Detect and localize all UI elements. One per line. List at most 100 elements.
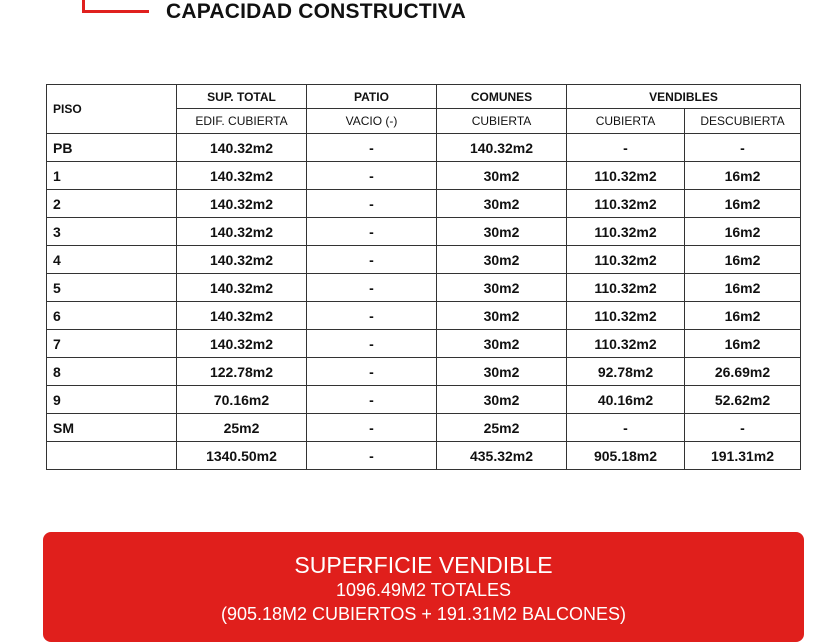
table-row: PB 140.32m2-140.32m2- - xyxy=(46,133,801,162)
value-cell: 30m2 xyxy=(436,161,567,190)
value-cell: 30m2 xyxy=(436,273,567,302)
floor-cell: 4 xyxy=(46,245,177,274)
header-piso: PISO xyxy=(46,84,177,134)
value-cell: - xyxy=(566,133,685,162)
value-cell: 140.32m2 xyxy=(176,329,307,358)
value-cell: 16m2 xyxy=(684,189,801,218)
value-cell: - xyxy=(306,301,437,330)
value-cell: 52.62m2 xyxy=(684,385,801,414)
value-cell: 110.32m2 xyxy=(566,273,685,302)
floor-cell: 8 xyxy=(46,357,177,386)
summary-heading: SUPERFICIE VENDIBLE xyxy=(294,552,553,578)
floor-cell: 3 xyxy=(46,217,177,246)
value-cell: 30m2 xyxy=(436,385,567,414)
value-cell: 25m2 xyxy=(436,413,567,442)
value-cell: 16m2 xyxy=(684,245,801,274)
summary-total: 1096.49M2 TOTALES xyxy=(335,580,512,600)
value-cell: - xyxy=(306,413,437,442)
summary-box: SUPERFICIE VENDIBLE 1096.49M2 TOTALES (9… xyxy=(43,532,804,642)
value-cell: 140.32m2 xyxy=(176,133,307,162)
value-cell: 16m2 xyxy=(684,329,801,358)
page-title: CAPACIDAD CONSTRUCTIVA xyxy=(166,0,466,23)
corner-decoration xyxy=(82,0,149,13)
value-cell: - xyxy=(306,217,437,246)
value-cell: 30m2 xyxy=(436,357,567,386)
table-row: 1340.50m2-435.32m2 905.18m2 191.31m2 xyxy=(46,441,801,470)
value-cell: - xyxy=(684,413,801,442)
floor-cell: 9 xyxy=(46,385,177,414)
value-cell: - xyxy=(684,133,801,162)
subheader-cell: CUBIERTA xyxy=(436,108,567,134)
value-cell: 140.32m2 xyxy=(176,245,307,274)
value-cell: - xyxy=(306,245,437,274)
table-row: SM 25m2-25m2- - xyxy=(46,413,801,442)
value-cell: 16m2 xyxy=(684,273,801,302)
value-cell: 1340.50m2 xyxy=(176,441,307,470)
value-cell: 140.32m2 xyxy=(436,133,567,162)
header-comunes: COMUNES xyxy=(436,84,567,109)
table-row: 4 140.32m2-30m2 110.32m2 16m2 xyxy=(46,245,801,274)
value-cell: 140.32m2 xyxy=(176,189,307,218)
value-cell: 140.32m2 xyxy=(176,217,307,246)
header-patio: PATIO xyxy=(306,84,437,109)
floor-cell: 5 xyxy=(46,273,177,302)
value-cell: 435.32m2 xyxy=(436,441,567,470)
value-cell: 905.18m2 xyxy=(566,441,685,470)
value-cell: 26.69m2 xyxy=(684,357,801,386)
value-cell: 92.78m2 xyxy=(566,357,685,386)
summary-detail: (905.18M2 CUBIERTOS + 191.31M2 BALCONES) xyxy=(220,604,627,624)
value-cell: - xyxy=(306,273,437,302)
value-cell: - xyxy=(306,441,437,470)
floor-cell: SM xyxy=(46,413,177,442)
subheader-cell: EDIF. CUBIERTA xyxy=(176,108,307,134)
subheader-cell: DESCUBIERTA xyxy=(684,108,801,134)
table-row: 8 122.78m2-30m2 92.78m2 26.69m2 xyxy=(46,357,801,386)
value-cell: 30m2 xyxy=(436,217,567,246)
value-cell: 110.32m2 xyxy=(566,329,685,358)
table-row: 7 140.32m2-30m2 110.32m2 16m2 xyxy=(46,329,801,358)
value-cell: 30m2 xyxy=(436,189,567,218)
value-cell: 191.31m2 xyxy=(684,441,801,470)
value-cell: 70.16m2 xyxy=(176,385,307,414)
value-cell: - xyxy=(306,357,437,386)
floor-cell xyxy=(46,441,177,470)
floor-cell: 7 xyxy=(46,329,177,358)
table-row: 1 140.32m2-30m2 110.32m2 16m2 xyxy=(46,161,801,190)
value-cell: 30m2 xyxy=(436,245,567,274)
value-cell: 110.32m2 xyxy=(566,161,685,190)
value-cell: - xyxy=(306,385,437,414)
value-cell: 140.32m2 xyxy=(176,273,307,302)
table-row: 3 140.32m2-30m2 110.32m2 16m2 xyxy=(46,217,801,246)
value-cell: - xyxy=(566,413,685,442)
floor-cell: PB xyxy=(46,133,177,162)
capacity-table: PISO SUP. TOTAL PATIO COMUNES VENDIBLES … xyxy=(46,84,801,470)
value-cell: 30m2 xyxy=(436,329,567,358)
floor-cell: 1 xyxy=(46,161,177,190)
value-cell: 16m2 xyxy=(684,217,801,246)
header-vendibles: VENDIBLES xyxy=(566,84,801,109)
value-cell: - xyxy=(306,161,437,190)
table-row: 2 140.32m2-30m2 110.32m2 16m2 xyxy=(46,189,801,218)
subheader-cell: CUBIERTA xyxy=(566,108,685,134)
table-row: 5 140.32m2-30m2 110.32m2 16m2 xyxy=(46,273,801,302)
table-row: 6 140.32m2-30m2 110.32m2 16m2 xyxy=(46,301,801,330)
floor-cell: 6 xyxy=(46,301,177,330)
floor-cell: 2 xyxy=(46,189,177,218)
value-cell: - xyxy=(306,329,437,358)
value-cell: 140.32m2 xyxy=(176,161,307,190)
subheader-cell: VACIO (-) xyxy=(306,108,437,134)
value-cell: - xyxy=(306,189,437,218)
value-cell: 122.78m2 xyxy=(176,357,307,386)
value-cell: 16m2 xyxy=(684,301,801,330)
value-cell: 30m2 xyxy=(436,301,567,330)
table-row: 9 70.16m2-30m2 40.16m2 52.62m2 xyxy=(46,385,801,414)
value-cell: - xyxy=(306,133,437,162)
value-cell: 110.32m2 xyxy=(566,301,685,330)
value-cell: 25m2 xyxy=(176,413,307,442)
value-cell: 16m2 xyxy=(684,161,801,190)
value-cell: 110.32m2 xyxy=(566,189,685,218)
value-cell: 110.32m2 xyxy=(566,217,685,246)
value-cell: 40.16m2 xyxy=(566,385,685,414)
header-sup-total: SUP. TOTAL xyxy=(176,84,307,109)
value-cell: 110.32m2 xyxy=(566,245,685,274)
